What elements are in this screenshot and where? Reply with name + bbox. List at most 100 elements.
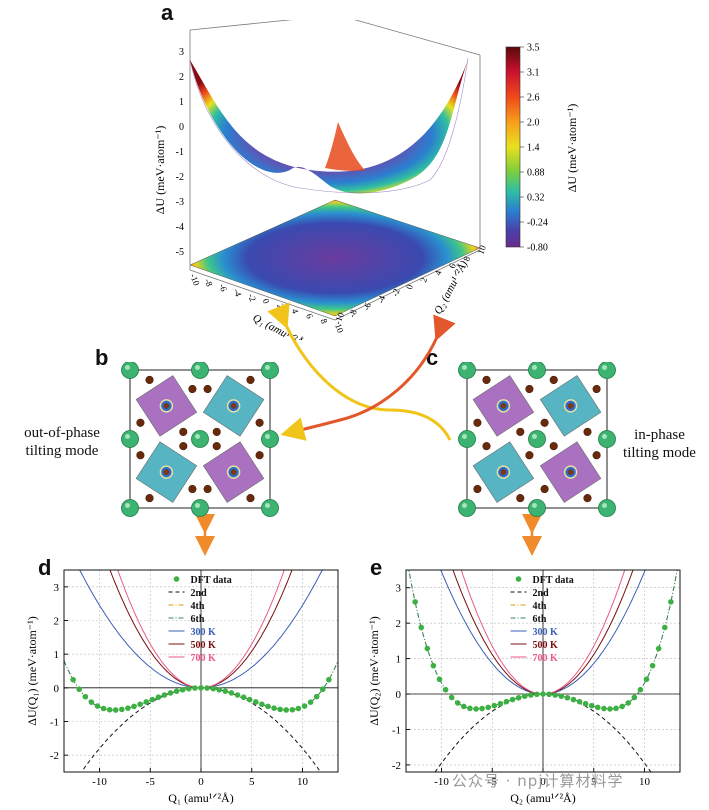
octahedron xyxy=(472,375,535,437)
oxygen-atom xyxy=(473,418,482,427)
oxygen-atom xyxy=(179,442,188,451)
panel-a-center-peak xyxy=(325,122,365,171)
oxygen-atom xyxy=(482,442,491,451)
panel-a-surface xyxy=(190,60,468,194)
dft-data-point xyxy=(179,686,186,693)
q2-tick-label: -6 xyxy=(361,301,373,312)
a-site-atom xyxy=(458,499,476,517)
z-tick-label: 2 xyxy=(179,72,184,83)
oxygen-atom xyxy=(592,384,601,394)
q2-tick-label: 8 xyxy=(461,255,472,263)
oxygen-atom xyxy=(188,384,197,394)
a-site-highlight xyxy=(462,503,467,508)
z-tick-label: -4 xyxy=(176,222,184,233)
dft-data-point xyxy=(277,706,283,713)
dft-data-point xyxy=(283,707,290,713)
panel-c-crystal-structure xyxy=(458,362,616,517)
dft-data-point xyxy=(192,685,198,691)
dft-data-point xyxy=(643,676,650,683)
dft-data-point xyxy=(655,645,662,652)
y-tick-label: -1 xyxy=(50,717,59,729)
y-tick-label: 2 xyxy=(396,618,402,630)
panel-a-floor-contour xyxy=(189,199,481,317)
a-site-highlight xyxy=(195,503,200,508)
dft-data-point xyxy=(234,692,241,698)
dft-data-point xyxy=(210,685,216,692)
dft-data-point xyxy=(613,705,619,712)
panel-letter-d: d xyxy=(38,555,52,580)
dft-data-point xyxy=(546,691,552,698)
a-site-highlight xyxy=(125,434,130,439)
dft-data-point xyxy=(436,676,443,683)
oxygen-atom xyxy=(516,494,525,503)
dft-data-point xyxy=(137,701,143,708)
q2-tick-label: 10 xyxy=(475,243,488,255)
z-tick-label: 1 xyxy=(179,97,184,108)
dft-data-point xyxy=(668,599,674,605)
dft-data-point xyxy=(503,698,510,705)
watermark: 公众号 · npj计算材料学 xyxy=(452,772,624,790)
dft-data-point xyxy=(418,624,425,631)
colorbar-tick-label: 3.1 xyxy=(527,68,540,79)
dft-data-point xyxy=(479,705,485,712)
dft-data-point xyxy=(112,707,119,713)
dft-data-point xyxy=(412,599,418,605)
z-tick-label: -3 xyxy=(176,197,184,208)
panel-a-axes-box xyxy=(189,20,481,321)
b-site-core xyxy=(163,469,170,476)
arrow-a-to-b xyxy=(267,302,452,441)
dft-data-point xyxy=(497,700,504,707)
dft-data-point xyxy=(637,686,644,693)
x-tick-label: -5 xyxy=(146,776,156,788)
y-axis-label: ΔU(Q₁) (meV·atom⁻¹) xyxy=(25,616,39,725)
dft-data-point xyxy=(491,702,498,709)
panel-letter-b: b xyxy=(95,345,109,370)
y-tick-label: -1 xyxy=(392,724,401,736)
dft-data-point xyxy=(100,705,107,712)
a-site-atom xyxy=(458,362,476,379)
q2-tick-label: -4 xyxy=(375,294,387,305)
y-axis-label: ΔU(Q₂) (meV·atom⁻¹) xyxy=(367,616,381,725)
panel-b-mode-label: out-of-phase tilting mode xyxy=(2,424,122,460)
plot-area xyxy=(64,570,338,772)
oxygen-atom xyxy=(473,484,482,494)
q2-tick-label: 4 xyxy=(433,269,444,277)
oxygen-atom xyxy=(549,442,558,451)
x-axis-label: Q₁ (amu¹ᐟ²Å) xyxy=(168,791,233,805)
a-site-atom xyxy=(598,499,616,517)
oxygen-atom xyxy=(212,427,221,436)
y-tick-label: -2 xyxy=(392,760,401,772)
oxygen-atom xyxy=(583,494,592,503)
legend-marker xyxy=(173,576,180,582)
dft-data-point xyxy=(289,706,296,713)
a-site-highlight xyxy=(602,434,607,439)
b-site-core xyxy=(567,469,574,476)
dft-data-point xyxy=(271,705,277,711)
colorbar-tick-label: -0.24 xyxy=(527,218,548,229)
y-tick-label: 3 xyxy=(54,582,60,594)
dft-data-point xyxy=(301,703,308,709)
dft-data-point xyxy=(442,686,449,693)
oxygen-atom xyxy=(540,484,549,494)
plot-area xyxy=(408,570,678,772)
oxygen-atom xyxy=(525,451,534,460)
legend: DFT data 2nd 4th 6th 300 K 500 K 700 K xyxy=(510,575,574,664)
panel-b-label-line1: out-of-phase xyxy=(24,425,100,441)
panel-b-crystal-structure xyxy=(121,362,279,517)
oxygen-atom xyxy=(255,451,264,460)
legend-label: 500 K xyxy=(191,640,217,651)
dft-data-point xyxy=(607,706,613,712)
dft-data-point xyxy=(515,694,522,701)
legend-label: 4th xyxy=(533,601,547,612)
a-site-highlight xyxy=(265,434,270,439)
dft-data-point xyxy=(82,693,89,700)
q2-tick-label: 0 xyxy=(404,283,415,291)
dft-data-point xyxy=(246,696,253,703)
x-tick-label: -10 xyxy=(434,776,449,788)
q1-tick-label: -10 xyxy=(188,272,202,287)
oxygen-atom xyxy=(592,451,601,460)
dft-data-point xyxy=(430,662,437,669)
oxygen-atom xyxy=(516,427,525,436)
colorbar-tick-label: 2.6 xyxy=(527,93,540,104)
dft-data-point xyxy=(76,686,83,693)
